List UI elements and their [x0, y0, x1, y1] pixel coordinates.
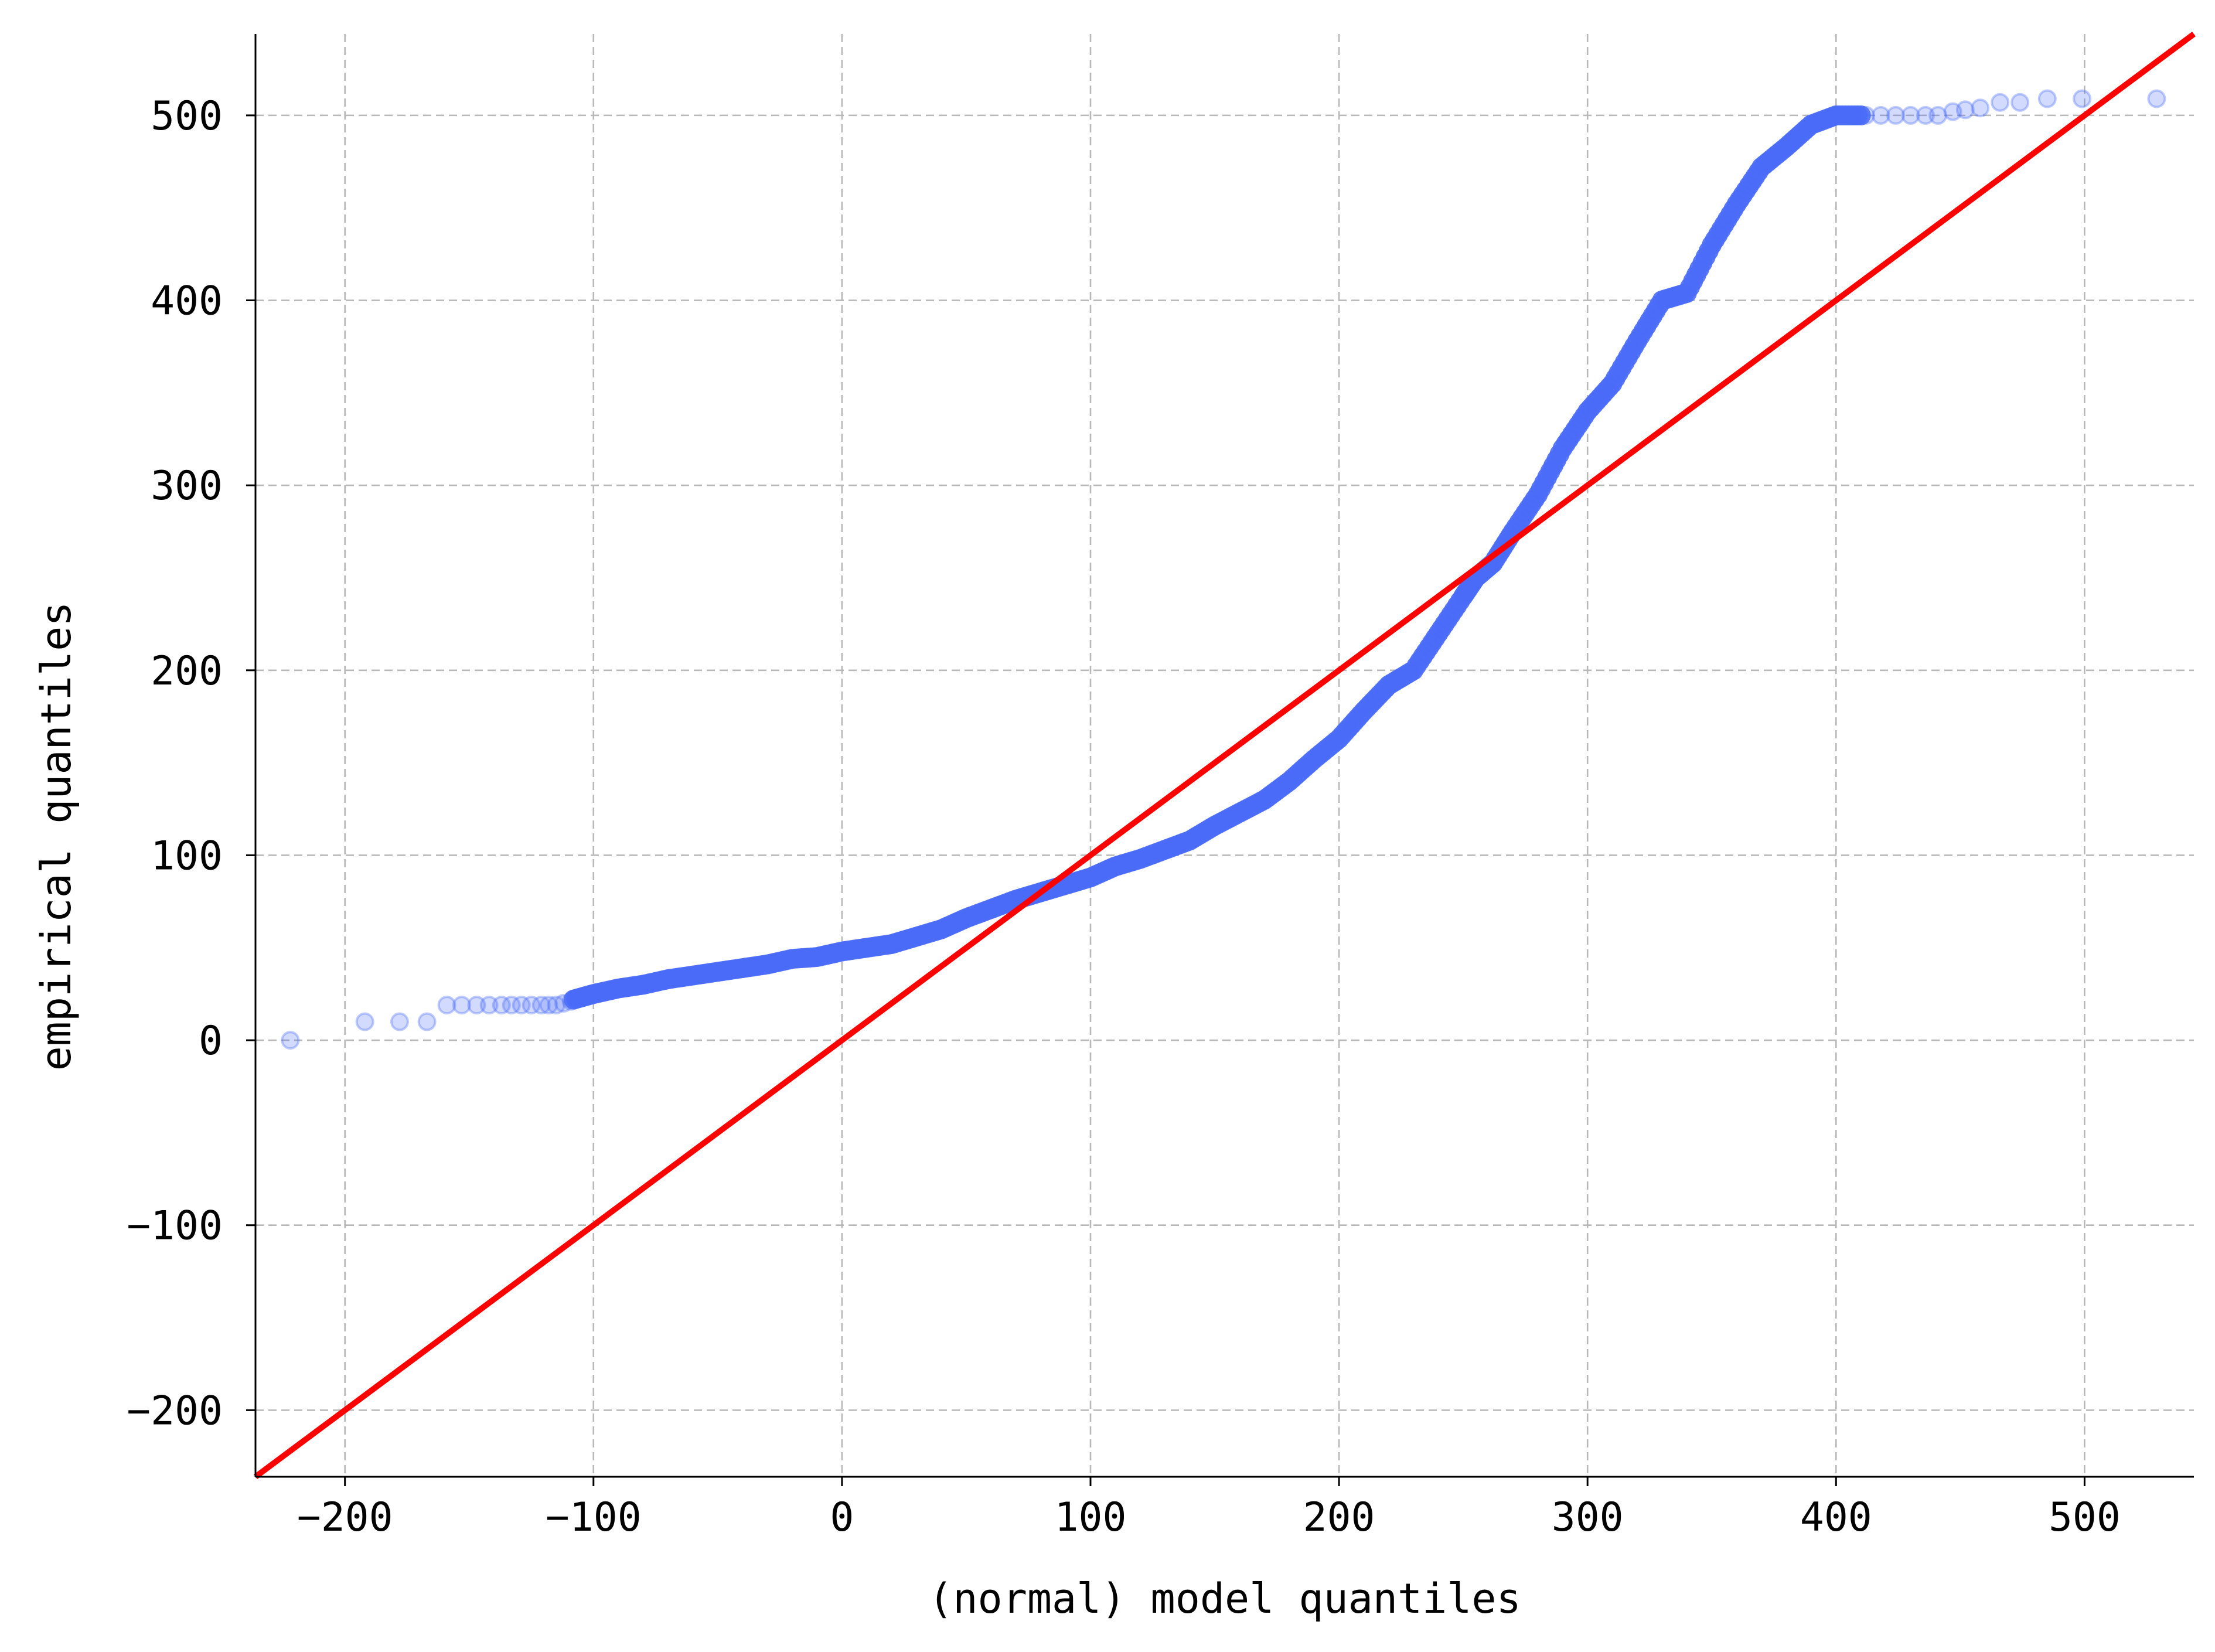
reference-line: [254, 31, 2196, 1480]
y-axis-ticks: −200 −100 0 100 200 300 400 500: [127, 93, 255, 1434]
x-tick-label-4: 200: [1303, 1494, 1375, 1541]
data-point-21: [1916, 105, 1935, 125]
data-point-2: [390, 1012, 409, 1031]
data-point-18: [1871, 105, 1890, 125]
data-point-3: [417, 1012, 437, 1031]
y-tick-label-4: 200: [151, 648, 223, 694]
x-tick-label-7: 500: [2049, 1494, 2121, 1541]
data-point-27: [2010, 93, 2030, 112]
x-tick-label-5: 300: [1552, 1494, 1624, 1541]
data-point-24: [1955, 100, 1975, 120]
data-point-6: [467, 996, 486, 1015]
data-point-1: [355, 1012, 374, 1031]
data-point-28: [2037, 89, 2057, 108]
data-point-29: [2073, 89, 2092, 108]
dense-points: [563, 105, 1871, 1010]
data-point-14: [547, 996, 566, 1015]
x-axis-label: (normal) model quantiles: [928, 1575, 1521, 1623]
grid-lines: [255, 34, 2194, 1477]
data-point-8: [492, 996, 511, 1015]
reference-line-layer: [254, 31, 2196, 1480]
data-point-30: [2147, 89, 2166, 108]
x-tick-label-3: 100: [1055, 1494, 1127, 1541]
y-tick-label-1: −100: [127, 1203, 223, 1249]
x-axis-ticks: −200 −100 0 100 200 300 400 500: [297, 1477, 2121, 1541]
x-tick-label-0: −200: [297, 1494, 393, 1541]
y-tick-label-2: 0: [199, 1018, 223, 1064]
data-point-12: [531, 996, 551, 1015]
y-tick-label-6: 400: [151, 278, 223, 325]
data-point-9: [502, 996, 521, 1015]
data-point-13: [539, 996, 558, 1015]
data-point-10: [512, 996, 531, 1015]
data-point-26: [1991, 93, 2010, 112]
data-point-4: [437, 996, 456, 1015]
y-tick-label-7: 500: [151, 93, 223, 139]
x-tick-label-2: 0: [830, 1494, 854, 1541]
x-tick-label-6: 400: [1800, 1494, 1872, 1541]
data-point-0: [281, 1031, 300, 1050]
axes-spines: [254, 34, 2194, 1478]
data-point-7: [479, 996, 499, 1015]
x-tick-label-1: −100: [546, 1494, 642, 1541]
y-tick-label-5: 300: [151, 463, 223, 509]
data-point-23: [1943, 102, 1962, 121]
data-point-22: [1928, 105, 1948, 125]
data-point-5: [452, 996, 472, 1015]
data-point-20: [1901, 105, 1920, 125]
data-point-11: [522, 996, 541, 1015]
data-point-25: [1971, 98, 1990, 118]
data-point-19: [1886, 105, 1906, 125]
y-tick-label-0: −200: [127, 1388, 223, 1434]
curve-point-424: [1851, 105, 1871, 125]
y-axis-label: empirical quantiles: [32, 602, 80, 1071]
y-tick-label-3: 100: [151, 833, 223, 879]
